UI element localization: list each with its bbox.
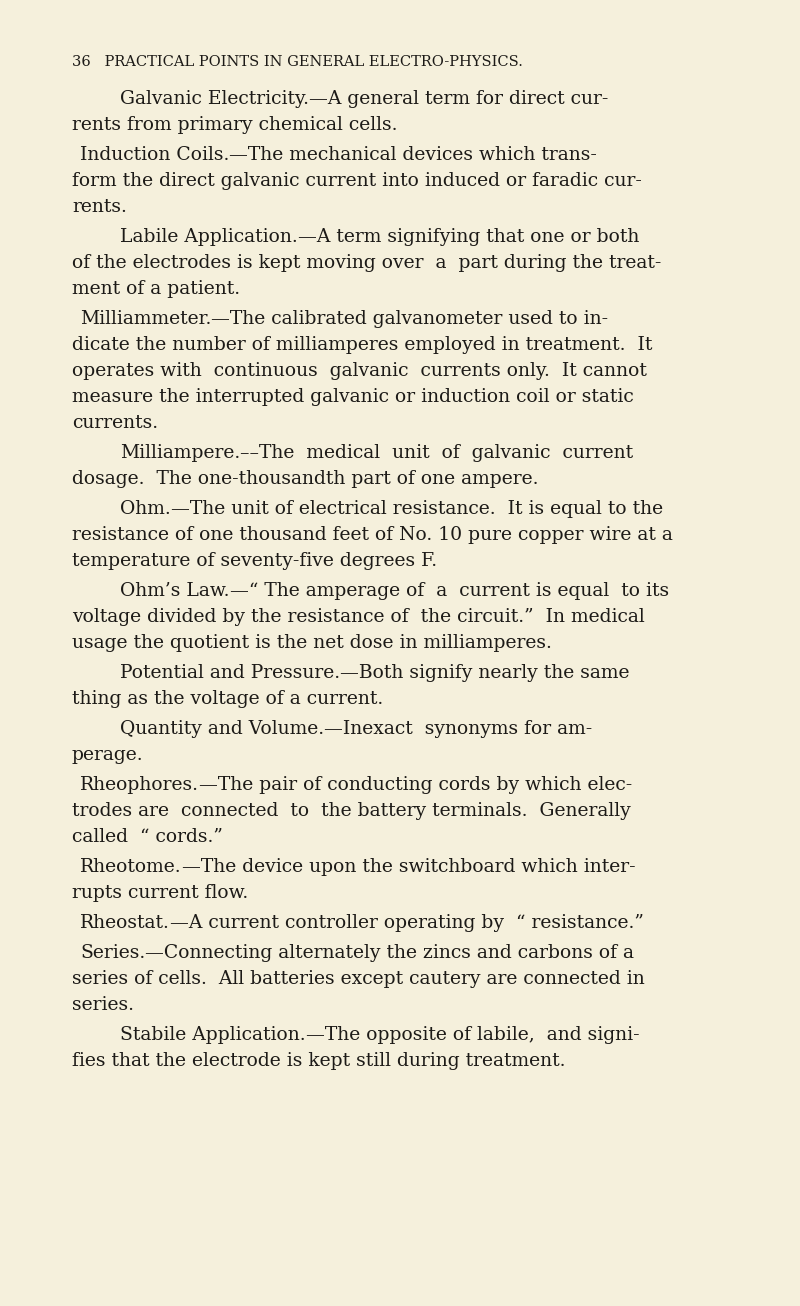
Text: Ohm.: Ohm. (120, 500, 170, 518)
Text: Ohm’s Law.: Ohm’s Law. (120, 582, 230, 599)
Text: —The unit of electrical resistance.  It is equal to the: —The unit of electrical resistance. It i… (170, 500, 663, 518)
Text: —Both signify nearly the same: —Both signify nearly the same (340, 663, 630, 682)
Text: —The calibrated galvanometer used to in-: —The calibrated galvanometer used to in- (211, 310, 609, 328)
Text: rupts current flow.: rupts current flow. (72, 884, 248, 902)
Text: resistance of one thousand feet of No. 10 pure copper wire at a: resistance of one thousand feet of No. 1… (72, 526, 673, 545)
Text: —The opposite of labile,  and signi-: —The opposite of labile, and signi- (306, 1027, 639, 1043)
Text: Rheophores.: Rheophores. (80, 776, 199, 794)
Text: Series.: Series. (80, 944, 146, 963)
Text: —Inexact  synonyms for am-: —Inexact synonyms for am- (324, 720, 592, 738)
Text: rents.: rents. (72, 199, 127, 215)
Text: fies that the electrode is kept still during treatment.: fies that the electrode is kept still du… (72, 1053, 566, 1070)
Text: Induction Coils.: Induction Coils. (80, 146, 230, 165)
Text: voltage divided by the resistance of  the circuit.”  In medical: voltage divided by the resistance of the… (72, 609, 645, 626)
Text: usage the quotient is the net dose in milliamperes.: usage the quotient is the net dose in mi… (72, 633, 552, 652)
Text: —The mechanical devices which trans-: —The mechanical devices which trans- (230, 146, 598, 165)
Text: ––The  medical  unit  of  galvanic  current: ––The medical unit of galvanic current (240, 444, 634, 462)
Text: series of cells.  All batteries except cautery are connected in: series of cells. All batteries except ca… (72, 970, 645, 989)
Text: of the electrodes is kept moving over  a  part during the treat-: of the electrodes is kept moving over a … (72, 253, 662, 272)
Text: Stabile Application.: Stabile Application. (120, 1027, 306, 1043)
Text: measure the interrupted galvanic or induction coil or static: measure the interrupted galvanic or indu… (72, 388, 634, 406)
Text: 36   PRACTICAL POINTS IN GENERAL ELECTRO-PHYSICS.: 36 PRACTICAL POINTS IN GENERAL ELECTRO-P… (72, 55, 523, 69)
Text: —Connecting alternately the zincs and carbons of a: —Connecting alternately the zincs and ca… (146, 944, 634, 963)
Text: Rheostat.: Rheostat. (80, 914, 170, 932)
Text: —A term signifying that one or both: —A term signifying that one or both (298, 229, 639, 246)
Text: trodes are  connected  to  the battery terminals.  Generally: trodes are connected to the battery term… (72, 802, 630, 820)
Text: Galvanic Electricity.: Galvanic Electricity. (120, 90, 309, 108)
Text: Rheotome.: Rheotome. (80, 858, 182, 876)
Text: thing as the voltage of a current.: thing as the voltage of a current. (72, 690, 383, 708)
Text: dosage.  The one-thousandth part of one ampere.: dosage. The one-thousandth part of one a… (72, 470, 538, 488)
Text: —The device upon the switchboard which inter-: —The device upon the switchboard which i… (182, 858, 635, 876)
Text: form the direct galvanic current into induced or faradic cur-: form the direct galvanic current into in… (72, 172, 642, 189)
Text: rents from primary chemical cells.: rents from primary chemical cells. (72, 116, 398, 135)
Text: currents.: currents. (72, 414, 158, 432)
Text: Potential and Pressure.: Potential and Pressure. (120, 663, 340, 682)
Text: —A current controller operating by  “ resistance.”: —A current controller operating by “ res… (170, 914, 644, 932)
Text: —“ The amperage of  a  current is equal  to its: —“ The amperage of a current is equal to… (230, 582, 669, 599)
Text: operates with  continuous  galvanic  currents only.  It cannot: operates with continuous galvanic curren… (72, 362, 647, 380)
Text: Milliampere.: Milliampere. (120, 444, 240, 462)
Text: Milliammeter.: Milliammeter. (80, 310, 211, 328)
Text: series.: series. (72, 996, 134, 1013)
Text: dicate the number of milliamperes employed in treatment.  It: dicate the number of milliamperes employ… (72, 336, 652, 354)
Text: Quantity and Volume.: Quantity and Volume. (120, 720, 324, 738)
Text: —A general term for direct cur-: —A general term for direct cur- (309, 90, 608, 108)
Text: perage.: perage. (72, 746, 144, 764)
Text: temperature of seventy-five degrees F.: temperature of seventy-five degrees F. (72, 552, 437, 569)
Text: ment of a patient.: ment of a patient. (72, 279, 240, 298)
Text: called  “ cords.”: called “ cords.” (72, 828, 223, 846)
Text: —The pair of conducting cords by which elec-: —The pair of conducting cords by which e… (199, 776, 632, 794)
Text: Labile Application.: Labile Application. (120, 229, 298, 246)
